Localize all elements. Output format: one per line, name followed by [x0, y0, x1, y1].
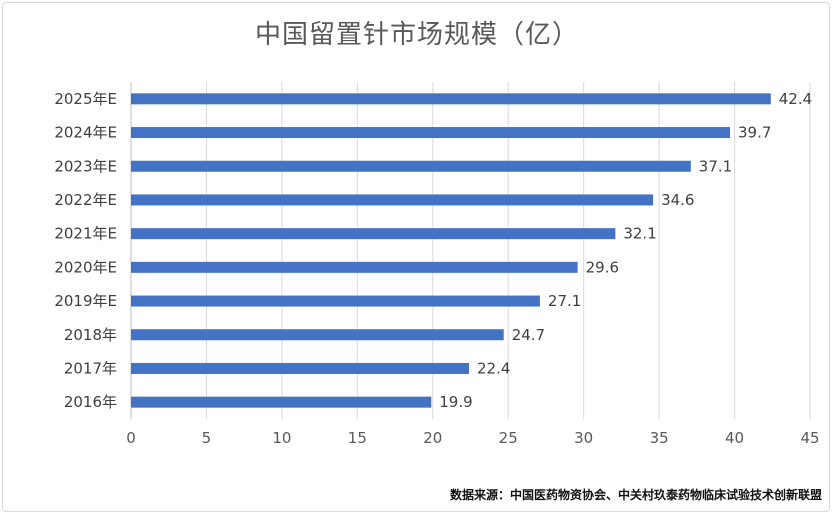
- x-tick-label: 5: [202, 429, 212, 447]
- data-label: 32.1: [623, 225, 656, 243]
- bar: [131, 93, 771, 105]
- bar: [131, 194, 654, 206]
- bar: [131, 362, 469, 374]
- category-label: 2017年: [64, 359, 117, 377]
- category-label: 2019年E: [54, 292, 117, 310]
- data-label: 37.1: [699, 157, 732, 175]
- data-label: 19.9: [439, 393, 472, 411]
- category-label: 2025年E: [54, 90, 117, 108]
- x-tick-label: 20: [423, 429, 442, 447]
- x-tick-label: 0: [126, 429, 136, 447]
- category-label: 2020年E: [54, 258, 117, 276]
- x-tick-label: 45: [800, 429, 819, 447]
- bar: [131, 228, 616, 240]
- bar: [131, 329, 504, 341]
- x-tick-label: 30: [574, 429, 593, 447]
- category-label: 2021年E: [54, 225, 117, 243]
- data-label: 39.7: [738, 124, 771, 142]
- data-label: 29.6: [586, 258, 619, 276]
- data-label: 22.4: [477, 359, 510, 377]
- x-tick-label: 35: [650, 429, 669, 447]
- category-label: 2022年E: [54, 191, 117, 209]
- category-label: 2016年: [64, 393, 117, 411]
- x-tick-label: 25: [499, 429, 518, 447]
- category-label: 2018年: [64, 326, 117, 344]
- data-source-note: 数据来源：中国医药物资协会、中关村玖泰药物临床试验技术创新联盟: [449, 488, 822, 502]
- category-label: 2023年E: [54, 157, 117, 175]
- data-label: 27.1: [548, 292, 581, 310]
- chart-title: 中国留置针市场规模（亿）: [254, 20, 579, 50]
- data-label: 24.7: [512, 326, 545, 344]
- category-label: 2024年E: [54, 124, 117, 142]
- data-label: 34.6: [661, 191, 694, 209]
- bar: [131, 396, 432, 408]
- bar: [131, 261, 578, 273]
- x-tick-label: 15: [348, 429, 367, 447]
- bar: [131, 295, 540, 307]
- x-tick-label: 40: [725, 429, 744, 447]
- bar: [131, 127, 731, 139]
- data-label: 42.4: [779, 90, 812, 108]
- x-tick-label: 10: [272, 429, 291, 447]
- bar: [131, 160, 691, 172]
